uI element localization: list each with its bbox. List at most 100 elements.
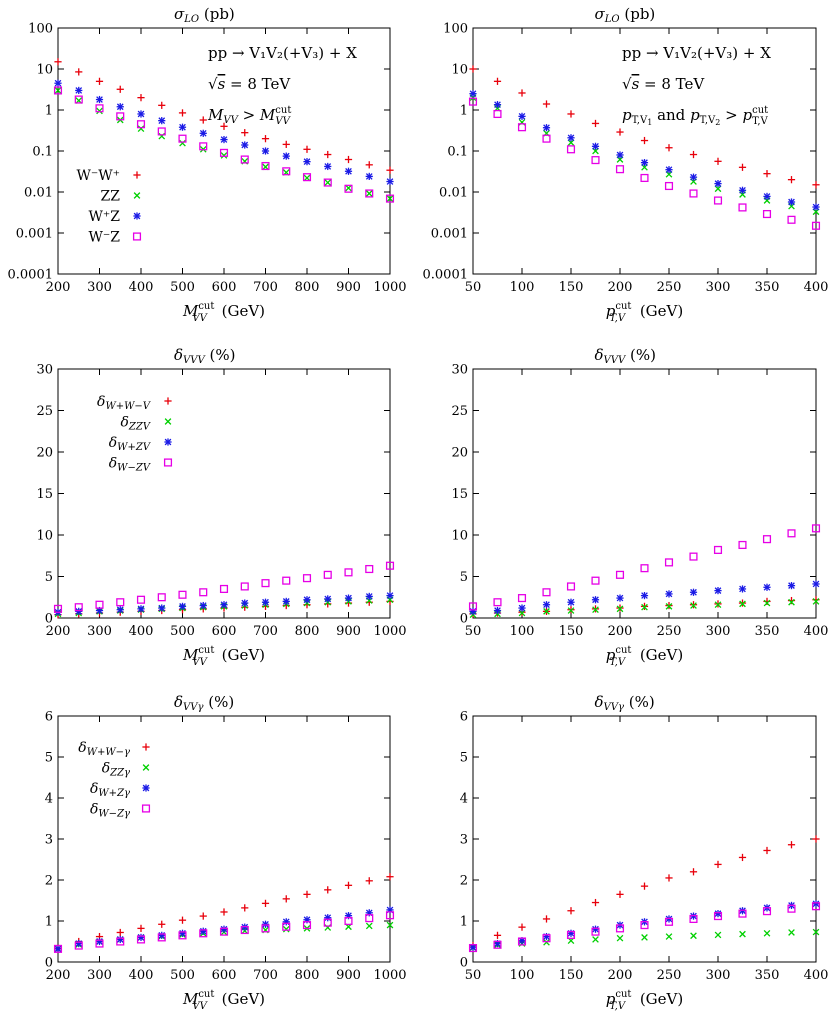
series-4 (468, 902, 821, 953)
data-point (54, 79, 62, 87)
data-point (116, 606, 124, 614)
data-point (493, 931, 502, 939)
y-tick-label: 5 (460, 751, 468, 766)
data-point (592, 606, 599, 614)
legend-marker (164, 438, 172, 446)
data-point (137, 94, 145, 102)
data-point (240, 155, 249, 164)
y-tick-label: 0.001 (16, 227, 53, 242)
annotation-3: MVV > Mcut VV (207, 105, 292, 127)
data-point (324, 162, 332, 171)
data-point (787, 841, 796, 849)
x-tick-label: 400 (804, 280, 829, 295)
data-point (591, 596, 600, 604)
data-point (282, 152, 290, 160)
chart-panel-4: 50 100 150 200 250 300 350 400 0 5 10 15 20 25 30 δVVV … (451, 346, 828, 668)
y-tick-label: 0 (460, 612, 468, 627)
data-point (282, 576, 291, 585)
data-point (787, 176, 796, 184)
y-tick-label: 10 (451, 529, 468, 544)
data-point (157, 127, 166, 136)
data-point (116, 112, 125, 121)
x-tick-label: 50 (465, 968, 482, 983)
data-point (517, 937, 527, 946)
legend-label: δW+Zγ (90, 781, 130, 799)
x-tick-label: 200 (46, 280, 71, 295)
data-point (566, 145, 576, 154)
data-point (365, 564, 374, 574)
y-tick-label: 0.1 (32, 145, 53, 160)
x-tick-label: 250 (657, 624, 682, 639)
x-tick-label: 100 (510, 280, 535, 295)
data-point (542, 588, 551, 597)
y-tick-label: 0.01 (24, 186, 53, 201)
data-point (640, 159, 649, 167)
x-tick-label: 300 (706, 968, 731, 983)
legend-marker (132, 232, 142, 241)
data-point (74, 603, 83, 612)
x-tick-label: 400 (804, 968, 829, 983)
data-point (240, 582, 249, 591)
data-point (282, 140, 290, 148)
data-point (787, 904, 796, 913)
x-tick-label: 200 (608, 280, 633, 295)
data-point (199, 129, 207, 137)
data-point (199, 601, 207, 610)
x-tick-label: 900 (336, 624, 361, 639)
data-point (738, 540, 747, 550)
data-point (365, 592, 373, 601)
chart-title: δVVγ (%) (595, 693, 655, 713)
x-tick-label: 300 (87, 968, 112, 983)
x-tick-label: 1000 (373, 280, 406, 295)
annotation-3: pT,V1 and pT,V2 > pcut T,V (622, 105, 769, 127)
data-point (616, 934, 624, 942)
legend-marker (142, 764, 150, 771)
legend: δW+W−γ δZZγ δW+Zγ δW−Zγ (78, 740, 151, 820)
data-point (324, 886, 332, 894)
y-tick-label: 5 (460, 570, 468, 585)
data-point (158, 117, 166, 125)
annotation-1: pp → V₁V₂(+V₃) + X (208, 44, 357, 62)
data-point (96, 107, 103, 115)
data-point (116, 85, 124, 93)
data-point (763, 929, 771, 937)
data-point (137, 933, 145, 941)
data-point (714, 931, 722, 939)
data-point (261, 899, 270, 907)
series-3 (54, 79, 394, 186)
x-axis-label: pcut T,V (GeV) (606, 645, 683, 668)
data-point (690, 602, 697, 609)
data-point (812, 580, 820, 588)
data-point (542, 932, 551, 941)
data-point (468, 97, 478, 106)
data-point (591, 927, 600, 936)
data-point (240, 925, 249, 935)
data-point (345, 184, 352, 192)
data-point (116, 935, 124, 944)
series-4 (468, 524, 821, 611)
data-point (241, 141, 249, 149)
y-tick-label: 25 (36, 404, 53, 419)
data-point (591, 576, 600, 585)
x-tick-label: 300 (87, 280, 112, 295)
data-point (689, 150, 698, 159)
data-point (241, 904, 249, 912)
y-tick-label: 0 (460, 956, 468, 971)
chart-title: δVVγ (%) (174, 693, 234, 713)
chart-title: δVVV (%) (595, 346, 656, 366)
y-tick-label: 0.0001 (423, 268, 469, 283)
x-tick-label: 100 (510, 624, 535, 639)
data-point (137, 605, 145, 613)
legend-marker (133, 192, 141, 199)
data-point (385, 561, 395, 570)
data-point (158, 931, 166, 939)
data-point (75, 607, 83, 615)
chart-panel-2: 50 100 150 200 250 300 350 400 0.0001 0.001 0.01 0.… (423, 5, 829, 324)
x-tick-label: 100 (510, 968, 535, 983)
data-point (689, 868, 698, 876)
data-point (386, 166, 394, 174)
data-point (518, 89, 526, 97)
data-point (241, 599, 249, 607)
data-point (591, 142, 600, 150)
